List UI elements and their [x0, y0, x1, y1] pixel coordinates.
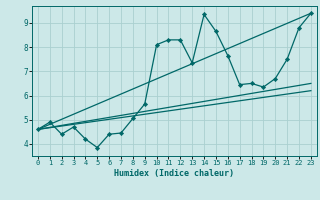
X-axis label: Humidex (Indice chaleur): Humidex (Indice chaleur) [115, 169, 234, 178]
